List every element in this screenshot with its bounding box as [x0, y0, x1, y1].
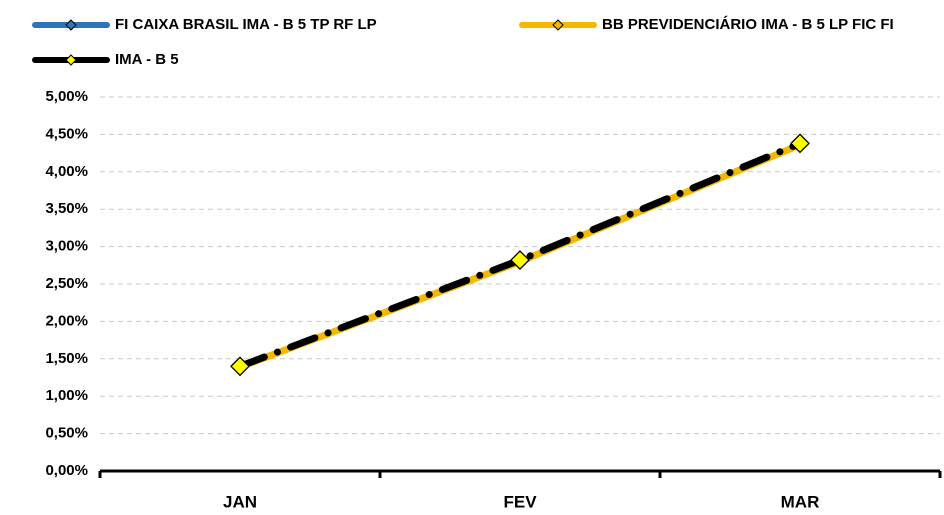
y-tick-label: 1,00%: [45, 387, 88, 404]
legend-marker: [65, 54, 77, 66]
y-tick-label: 5,00%: [45, 88, 88, 105]
y-tick-label: 0,00%: [45, 462, 88, 479]
y-tick-label: 2,00%: [45, 312, 88, 329]
y-tick-label: 3,50%: [45, 200, 88, 217]
y-tick-label: 4,50%: [45, 125, 88, 142]
y-tick-label: 0,50%: [45, 425, 88, 442]
point-marker: [230, 356, 250, 377]
x-tick-label: MAR: [781, 492, 820, 511]
legend-label: IMA - B 5: [115, 51, 179, 68]
x-tick-label: FEV: [503, 492, 537, 511]
legend-label: BB PREVIDENCIÁRIO IMA - B 5 LP FIC FI: [602, 16, 894, 33]
point-marker: [790, 133, 810, 154]
legend-marker: [552, 19, 564, 31]
legend-label: FI CAIXA BRASIL IMA - B 5 TP RF LP: [115, 16, 377, 33]
y-tick-label: 2,50%: [45, 275, 88, 292]
y-tick-label: 1,50%: [45, 350, 88, 367]
y-tick-label: 4,00%: [45, 163, 88, 180]
legend-marker: [65, 19, 77, 31]
y-tick-label: 3,00%: [45, 238, 88, 255]
x-tick-label: JAN: [223, 492, 257, 511]
point-marker: [510, 250, 530, 270]
